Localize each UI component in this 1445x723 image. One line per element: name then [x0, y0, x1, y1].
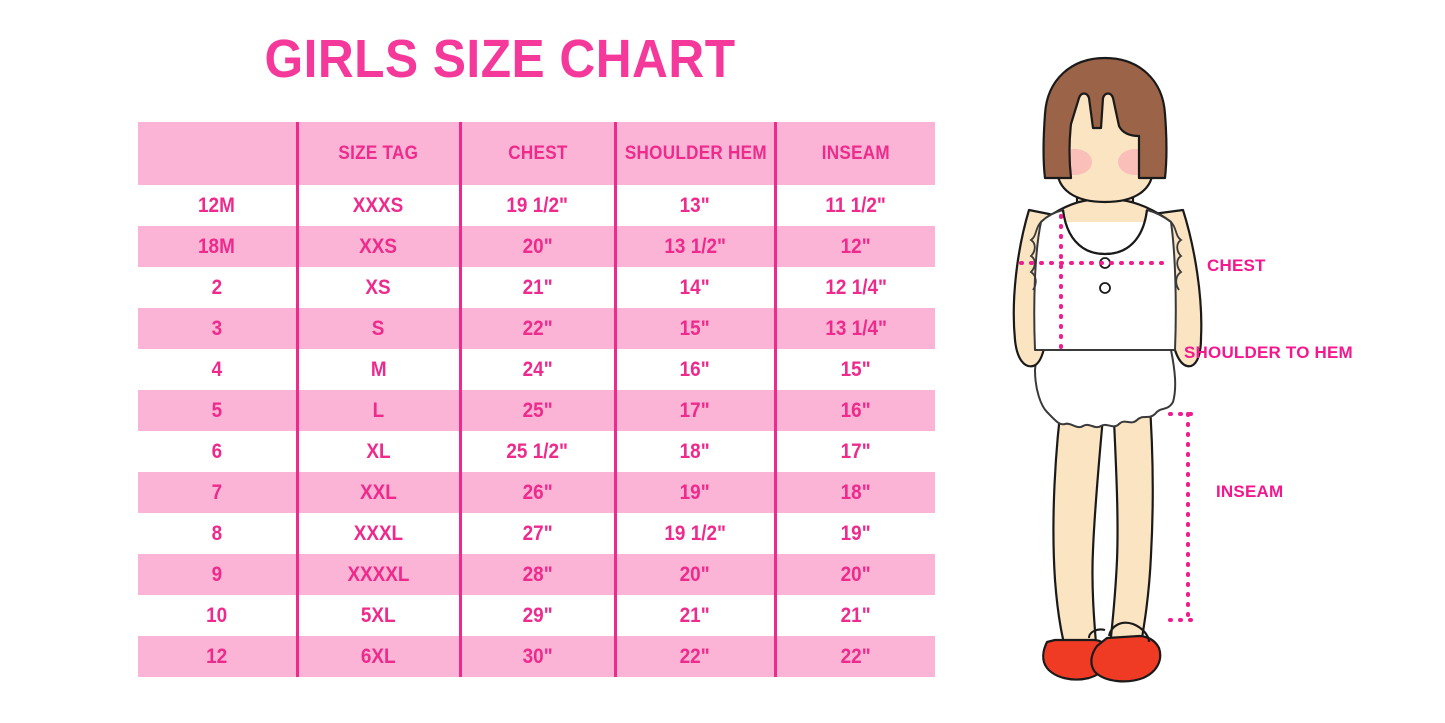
column-header-inseam: INSEAM [773, 122, 935, 185]
girl-figure-illustration [985, 50, 1285, 690]
cell-size: 9 [211, 562, 223, 586]
cell-size: 6 [211, 439, 223, 463]
cell-size-tag: M [295, 349, 460, 390]
chest-measurement-label: CHEST [1207, 256, 1266, 275]
cell-size-tag: XXS [295, 226, 460, 267]
cell-inseam: 22" [773, 636, 935, 677]
table-row: 6 XL 25 1/2" 18" 17" [138, 431, 935, 472]
cell-chest: 21" [458, 267, 615, 308]
cell-shoulder-hem: 21" [613, 595, 775, 636]
cell-chest: 24" [458, 349, 615, 390]
cell-inseam: 18" [773, 472, 935, 513]
cell-size-tag: XXXS [295, 185, 460, 226]
cell-chest: 19 1/2" [458, 185, 615, 226]
cell-size-tag: XXL [295, 472, 460, 513]
right-shoe [1090, 634, 1162, 683]
cell-chest: 26" [458, 472, 615, 513]
cell-shoulder-hem: 15" [613, 308, 775, 349]
cell-size: 3 [211, 316, 223, 340]
table-row: 8 XXXL 27" 19 1/2" 19" [138, 513, 935, 554]
table-row: 3 S 22" 15" 13 1/4" [138, 308, 935, 349]
column-header-size-tag: SIZE TAG [295, 122, 460, 185]
cell-shoulder-hem: 16" [613, 349, 775, 390]
top-garment [1033, 209, 1177, 351]
bloomers [1034, 349, 1177, 429]
cell-inseam: 21" [773, 595, 935, 636]
neckline [1061, 209, 1149, 256]
table-row: 2 XS 21" 14" 12 1/4" [138, 267, 935, 308]
cell-size: 5 [211, 398, 223, 422]
table-row: 5 L 25" 17" 16" [138, 390, 935, 431]
page-title: GIRLS SIZE CHART [264, 29, 736, 89]
cell-inseam: 15" [773, 349, 935, 390]
table-row: 9 XXXXL 28" 20" 20" [138, 554, 935, 595]
left-shoe-strap [1088, 628, 1106, 639]
cell-shoulder-hem: 13 1/2" [613, 226, 775, 267]
cell-chest: 29" [458, 595, 615, 636]
cell-shoulder-hem: 14" [613, 267, 775, 308]
cell-size-tag: XXXL [295, 513, 460, 554]
cell-inseam: 20" [773, 554, 935, 595]
cell-size: 4 [211, 357, 223, 381]
cell-shoulder-hem: 19" [613, 472, 775, 513]
cell-shoulder-hem: 19 1/2" [613, 513, 775, 554]
cell-inseam: 16" [773, 390, 935, 431]
right-shoe-strap [1107, 621, 1151, 643]
cell-inseam: 12 1/4" [773, 267, 935, 308]
size-chart-table: SIZE TAG CHEST SHOULDER HEM INSEAM 12M X… [138, 122, 935, 677]
right-leg [1107, 390, 1154, 658]
cell-size-tag: S [295, 308, 460, 349]
column-header-shoulder-hem: SHOULDER HEM [613, 122, 775, 185]
cell-chest: 27" [458, 513, 615, 554]
cell-shoulder-hem: 18" [613, 431, 775, 472]
cell-chest: 30" [458, 636, 615, 677]
left-leg [1052, 388, 1107, 658]
cell-size: 12M [198, 193, 236, 217]
cell-chest: 25" [458, 390, 615, 431]
cell-size-tag: XS [295, 267, 460, 308]
cell-shoulder-hem: 17" [613, 390, 775, 431]
table-row: 4 M 24" 16" 15" [138, 349, 935, 390]
table-row: 12 6XL 30" 22" 22" [138, 636, 935, 677]
cell-size: 8 [211, 521, 223, 545]
cell-size: 12 [206, 644, 228, 668]
cell-size: 7 [211, 480, 223, 504]
table-row: 10 5XL 29" 21" 21" [138, 595, 935, 636]
cell-shoulder-hem: 13" [613, 185, 775, 226]
cell-size-tag: XL [295, 431, 460, 472]
cell-inseam: 17" [773, 431, 935, 472]
cell-chest: 28" [458, 554, 615, 595]
cell-size-tag: 5XL [295, 595, 460, 636]
cell-inseam: 13 1/4" [773, 308, 935, 349]
hair [1042, 56, 1168, 180]
table-row: 18M XXS 20" 13 1/2" 12" [138, 226, 935, 267]
cell-size-tag: XXXXL [295, 554, 460, 595]
table-row: 12M XXXS 19 1/2" 13" 11 1/2" [138, 185, 935, 226]
cell-chest: 25 1/2" [458, 431, 615, 472]
cell-chest: 22" [458, 308, 615, 349]
cell-size-tag: L [295, 390, 460, 431]
button-lower [1099, 282, 1111, 294]
cell-chest: 20" [458, 226, 615, 267]
cell-size: 18M [198, 234, 236, 258]
column-header-chest: CHEST [458, 122, 615, 185]
cell-shoulder-hem: 22" [613, 636, 775, 677]
cell-shoulder-hem: 20" [613, 554, 775, 595]
cell-inseam: 12" [773, 226, 935, 267]
table-header-row: SIZE TAG CHEST SHOULDER HEM INSEAM [138, 122, 935, 185]
cell-size-tag: 6XL [295, 636, 460, 677]
shoulder-to-hem-measurement-label: SHOULDER TO HEM [1184, 343, 1353, 362]
left-armhole-ruffle [1029, 221, 1042, 291]
cell-inseam: 11 1/2" [773, 185, 935, 226]
right-armhole-ruffle [1170, 221, 1183, 291]
cell-inseam: 19" [773, 513, 935, 554]
cell-size: 10 [206, 603, 228, 627]
column-header-size [138, 122, 297, 185]
table-row: 7 XXL 26" 19" 18" [138, 472, 935, 513]
inseam-measurement-label: INSEAM [1216, 482, 1284, 501]
cell-size: 2 [211, 275, 223, 299]
